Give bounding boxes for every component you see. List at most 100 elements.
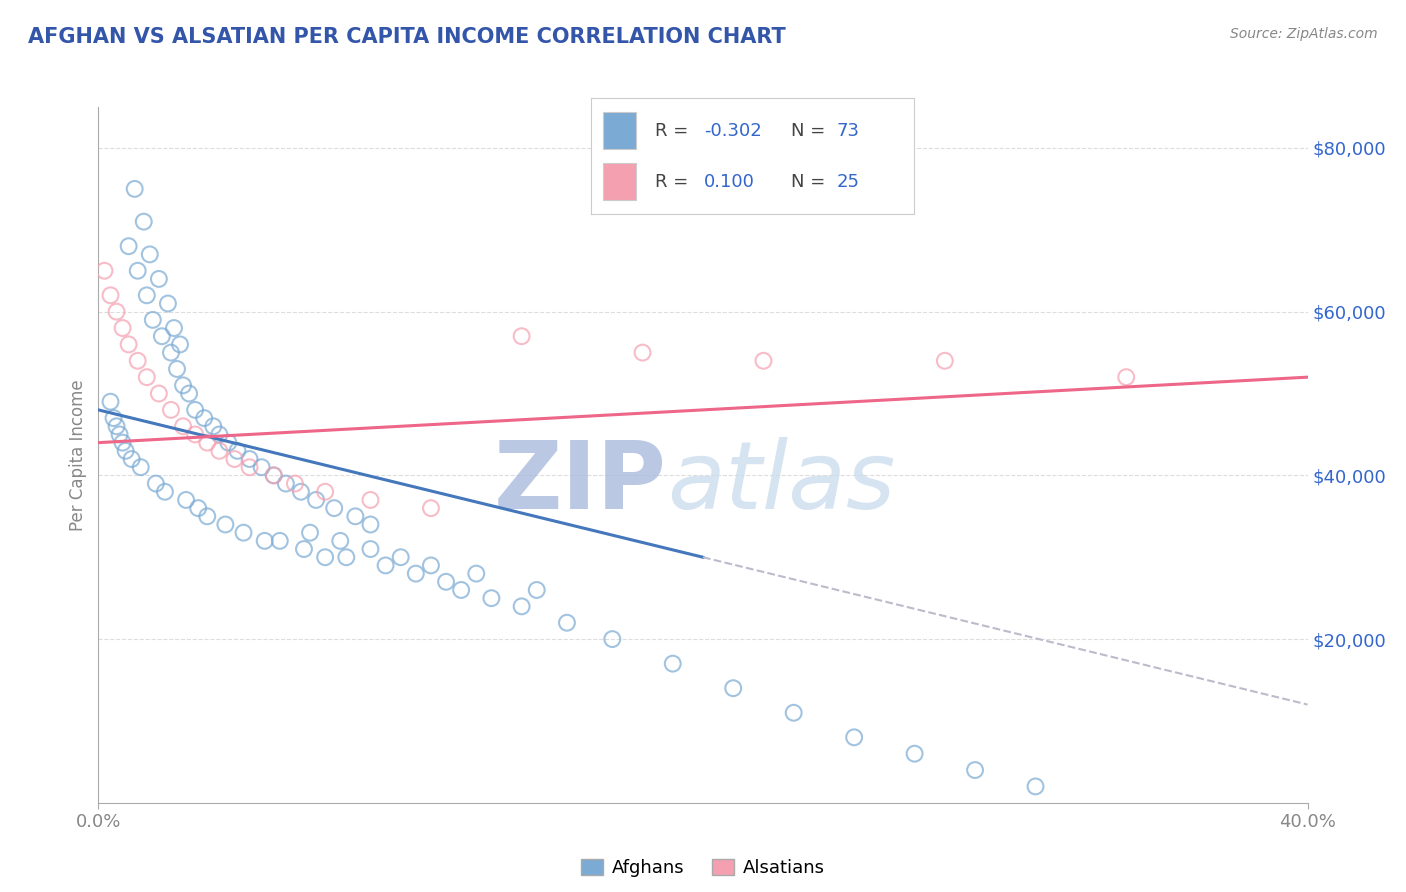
Point bbox=[1024, 780, 1046, 794]
Point bbox=[214, 517, 236, 532]
Point bbox=[224, 452, 246, 467]
Point bbox=[187, 501, 209, 516]
Point bbox=[420, 558, 443, 573]
Y-axis label: Per Capita Income: Per Capita Income bbox=[69, 379, 87, 531]
Point bbox=[555, 615, 578, 630]
Point bbox=[526, 582, 548, 597]
Text: atlas: atlas bbox=[666, 437, 896, 528]
Point bbox=[217, 435, 239, 450]
Legend: Afghans, Alsatians: Afghans, Alsatians bbox=[574, 852, 832, 884]
Point bbox=[631, 345, 654, 359]
Point bbox=[135, 370, 157, 384]
Point bbox=[299, 525, 322, 540]
Point bbox=[1115, 370, 1137, 384]
Point bbox=[179, 386, 201, 401]
Point bbox=[662, 657, 685, 671]
Point bbox=[156, 296, 179, 310]
Point bbox=[335, 550, 357, 565]
Point bbox=[124, 182, 146, 196]
Point bbox=[160, 403, 183, 417]
Point bbox=[253, 533, 276, 548]
Point bbox=[132, 214, 155, 228]
Point bbox=[329, 533, 352, 548]
Point bbox=[148, 272, 170, 286]
Point bbox=[160, 345, 183, 359]
Point bbox=[783, 706, 806, 720]
Text: AFGHAN VS ALSATIAN PER CAPITA INCOME CORRELATION CHART: AFGHAN VS ALSATIAN PER CAPITA INCOME COR… bbox=[28, 27, 786, 46]
Point bbox=[135, 288, 157, 302]
Point bbox=[163, 321, 186, 335]
Point bbox=[114, 443, 136, 458]
Point bbox=[208, 427, 231, 442]
Point bbox=[172, 419, 194, 434]
Point bbox=[263, 468, 285, 483]
Point bbox=[239, 460, 262, 475]
Point bbox=[111, 321, 134, 335]
Point bbox=[111, 435, 134, 450]
Text: 0.100: 0.100 bbox=[704, 173, 755, 191]
Point bbox=[150, 329, 173, 343]
Point bbox=[323, 501, 346, 516]
Point bbox=[405, 566, 427, 581]
Point bbox=[263, 468, 285, 483]
Point bbox=[481, 591, 503, 606]
Point bbox=[292, 542, 315, 557]
Point bbox=[174, 492, 197, 507]
Point bbox=[169, 337, 191, 351]
FancyBboxPatch shape bbox=[603, 163, 636, 200]
Point bbox=[269, 533, 291, 548]
Point bbox=[103, 411, 125, 425]
Point bbox=[184, 427, 207, 442]
Point bbox=[127, 264, 149, 278]
Point bbox=[100, 394, 122, 409]
Point bbox=[145, 476, 167, 491]
Text: R =: R = bbox=[655, 121, 695, 139]
Point bbox=[510, 329, 533, 343]
Point bbox=[127, 353, 149, 368]
Text: 73: 73 bbox=[837, 121, 859, 139]
Point bbox=[108, 427, 131, 442]
Point bbox=[172, 378, 194, 392]
Text: R =: R = bbox=[655, 173, 700, 191]
Point bbox=[105, 304, 128, 318]
Point bbox=[904, 747, 927, 761]
Point bbox=[250, 460, 273, 475]
Point bbox=[148, 386, 170, 401]
Point bbox=[344, 509, 367, 524]
Point bbox=[602, 632, 624, 646]
Point bbox=[105, 419, 128, 434]
Point bbox=[226, 443, 249, 458]
FancyBboxPatch shape bbox=[603, 112, 636, 149]
Point bbox=[465, 566, 488, 581]
Point bbox=[314, 484, 336, 499]
Point bbox=[121, 452, 143, 467]
Text: ZIP: ZIP bbox=[494, 437, 666, 529]
Point bbox=[232, 525, 254, 540]
Point bbox=[314, 550, 336, 565]
Text: N =: N = bbox=[792, 173, 831, 191]
Point bbox=[153, 484, 176, 499]
Point bbox=[450, 582, 472, 597]
Point bbox=[723, 681, 745, 696]
Point bbox=[193, 411, 215, 425]
Text: Source: ZipAtlas.com: Source: ZipAtlas.com bbox=[1230, 27, 1378, 41]
Point bbox=[510, 599, 533, 614]
Point bbox=[934, 353, 956, 368]
Point bbox=[290, 484, 312, 499]
Point bbox=[166, 362, 188, 376]
Point bbox=[360, 542, 382, 557]
Point bbox=[100, 288, 122, 302]
Point bbox=[184, 403, 207, 417]
Point bbox=[239, 452, 262, 467]
Point bbox=[752, 353, 775, 368]
Point bbox=[360, 517, 382, 532]
Text: N =: N = bbox=[792, 121, 831, 139]
Point bbox=[274, 476, 297, 491]
Point bbox=[208, 443, 231, 458]
Point bbox=[202, 419, 225, 434]
Point bbox=[118, 239, 141, 253]
Point bbox=[389, 550, 412, 565]
Point bbox=[844, 731, 866, 745]
Text: 25: 25 bbox=[837, 173, 859, 191]
Point bbox=[284, 476, 307, 491]
